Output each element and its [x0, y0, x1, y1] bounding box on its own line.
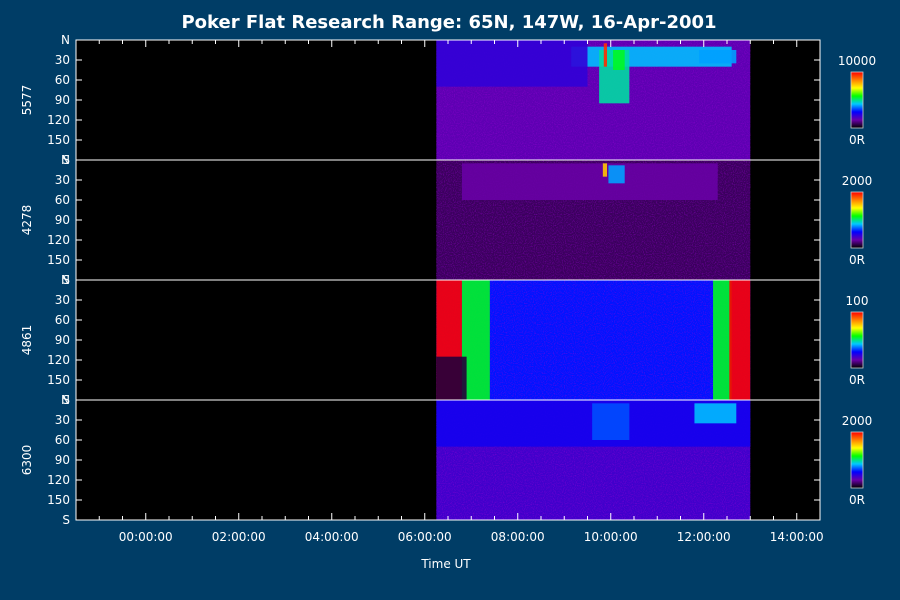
- emission-feature-3: [694, 403, 737, 424]
- y-tick-label: 30: [55, 413, 70, 427]
- x-tick-label: 02:00:00: [212, 530, 266, 544]
- colorbar-min-label: 0R: [849, 253, 865, 267]
- emission-feature-1: [461, 163, 718, 200]
- x-tick-label: 06:00:00: [398, 530, 452, 544]
- colorbar-frame: [850, 191, 864, 249]
- x-axis-label: Time UT: [420, 557, 471, 571]
- panels-layer: N 30 60 90 120 150 S 5577 N 30 60 90 120 150 S 4278 N 30 6…: [20, 33, 821, 527]
- x-tick-label: 12:00:00: [677, 530, 731, 544]
- colorbar-min-label: 0R: [849, 373, 865, 387]
- y-tick-label: N: [61, 33, 70, 47]
- emission-feature-3: [603, 43, 608, 67]
- y-tick-label: 90: [55, 333, 70, 347]
- colorbars: 10000 0R 2000 0R 100 0R 2000 0R: [838, 54, 876, 507]
- panel-ylabel: 4861: [20, 325, 34, 356]
- x-tick-label: 14:00:00: [770, 530, 824, 544]
- emission-feature-6: [436, 40, 588, 87]
- colorbar-gradient: [851, 192, 863, 248]
- y-tick-label: 90: [55, 453, 70, 467]
- x-tick-label: 04:00:00: [305, 530, 359, 544]
- x-axis: 00:00:00 02:00:00 04:00:00 06:00:00 08:00:00…: [75, 40, 824, 544]
- panel-5577: N 30 60 90 120 150 S 5577: [20, 33, 821, 167]
- colorbar-min-label: 0R: [849, 493, 865, 507]
- colorbar-5577: 10000 0R: [838, 54, 876, 147]
- panel-ylabel: 6300: [20, 445, 34, 476]
- y-tick-label: 60: [55, 73, 70, 87]
- y-tick-label: N: [61, 273, 70, 287]
- colorbar-frame: [850, 71, 864, 129]
- y-tick-label: 30: [55, 293, 70, 307]
- emission-feature-3: [713, 280, 732, 400]
- x-tick-label: 00:00:00: [119, 530, 173, 544]
- panel-4278: N 30 60 90 120 150 S 4278: [20, 153, 821, 287]
- y-tick-label: 120: [47, 233, 70, 247]
- y-tick-label: 120: [47, 353, 70, 367]
- panel-4861: N 30 60 90 120 150 S 4861: [20, 273, 821, 407]
- x-tick-label: 10:00:00: [584, 530, 638, 544]
- y-tick-label: 150: [47, 493, 70, 507]
- y-tick-label: 150: [47, 373, 70, 387]
- colorbar-min-label: 0R: [849, 133, 865, 147]
- chart-title: Poker Flat Research Range: 65N, 147W, 16…: [181, 12, 716, 33]
- y-tick-label: 90: [55, 93, 70, 107]
- emission-feature-4: [613, 50, 625, 70]
- colorbar-max-label: 10000: [838, 54, 876, 68]
- emission-feature-2: [592, 403, 630, 440]
- colorbar-frame: [850, 311, 864, 369]
- panel-ylabel: 4278: [20, 205, 34, 236]
- y-tick-label: 60: [55, 433, 70, 447]
- panel-ylabel: 5577: [20, 85, 34, 116]
- y-tick-label: S: [62, 153, 70, 167]
- colorbar-gradient: [851, 72, 863, 128]
- y-tick-label: 30: [55, 173, 70, 187]
- colorbar-4861: 100 0R: [846, 294, 869, 387]
- y-tick-label: 30: [55, 53, 70, 67]
- y-tick-label: N: [61, 153, 70, 167]
- y-tick-label: 120: [47, 113, 70, 127]
- colorbar-max-label: 100: [846, 294, 869, 308]
- x-tick-label: 08:00:00: [491, 530, 545, 544]
- y-tick-label: N: [61, 393, 70, 407]
- emission-feature-5: [699, 50, 737, 64]
- emission-feature-4: [729, 280, 751, 400]
- y-tick-label: 90: [55, 213, 70, 227]
- colorbar-frame: [850, 431, 864, 489]
- panel-6300: N 30 60 90 120 150 S 6300: [20, 393, 821, 527]
- colorbar-6300: 2000 0R: [842, 414, 873, 507]
- emission-feature-2: [602, 163, 608, 177]
- colorbar-4278: 2000 0R: [842, 174, 873, 267]
- emission-feature-5: [436, 356, 467, 400]
- colorbar-gradient: [851, 432, 863, 488]
- y-tick-label: 150: [47, 133, 70, 147]
- y-tick-label: 60: [55, 193, 70, 207]
- y-tick-label: S: [62, 273, 70, 287]
- colorbar-max-label: 2000: [842, 174, 873, 188]
- emission-feature-3: [608, 165, 625, 184]
- y-tick-label: 60: [55, 313, 70, 327]
- y-tick-label: 120: [47, 473, 70, 487]
- y-tick-label: S: [62, 513, 70, 527]
- y-tick-label: S: [62, 393, 70, 407]
- y-tick-label: 150: [47, 253, 70, 267]
- colorbar-max-label: 2000: [842, 414, 873, 428]
- colorbar-gradient: [851, 312, 863, 368]
